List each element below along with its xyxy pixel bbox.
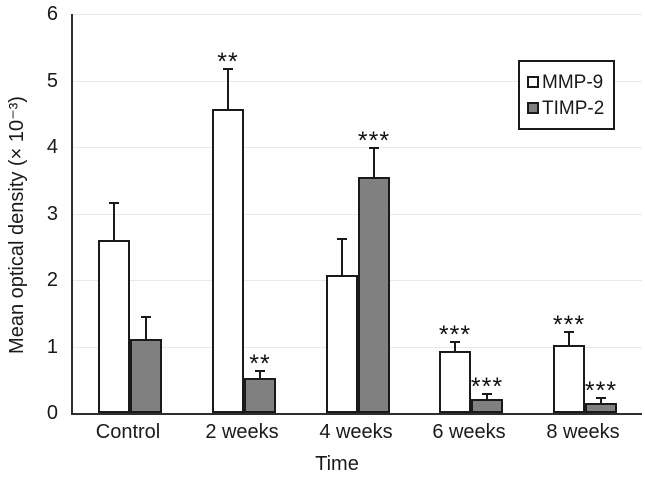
bar-mmp-9-control — [98, 240, 130, 413]
y-tick-label-3: 3 — [46, 203, 58, 225]
plot-area: ** ** *** *** *** *** *** MMP-9 TIMP-2 — [71, 14, 642, 415]
x-tick-label-4-weeks: 4 weeks — [319, 421, 393, 443]
y-tick-label-6: 6 — [46, 3, 58, 25]
gridline-y5 — [73, 81, 642, 82]
error-cap-mmp-9-3 — [337, 238, 347, 240]
error-cap-timp-2-5 — [596, 397, 606, 399]
error-bar-mmp-9-5 — [568, 331, 570, 346]
error-cap-timp-2-2 — [255, 370, 265, 372]
bar-mmp-9-4-weeks — [326, 275, 358, 413]
bar-mmp-9-6-weeks — [439, 351, 471, 413]
x-tick-label-control: Control — [95, 421, 161, 443]
significance-marker-mmp-9-4: *** — [438, 321, 472, 349]
error-cap-timp-2-3 — [369, 147, 379, 149]
error-cap-timp-2-4 — [482, 393, 492, 395]
significance-marker-timp-2-4: *** — [470, 373, 504, 401]
error-bar-timp-2-1 — [145, 316, 147, 339]
legend: MMP-9 TIMP-2 — [518, 60, 615, 130]
error-bar-timp-2-4 — [486, 393, 488, 399]
significance-marker-mmp-9-5: *** — [552, 311, 586, 339]
bar-timp-2-6-weeks — [471, 399, 503, 413]
error-cap-mmp-9-2 — [223, 68, 233, 70]
error-bar-mmp-9-1 — [113, 202, 115, 241]
bar-timp-2-2-weeks — [244, 378, 276, 413]
x-tick-label-2-weeks: 2 weeks — [205, 421, 279, 443]
error-cap-mmp-9-5 — [564, 331, 574, 333]
bar-mmp-9-2-weeks — [212, 109, 244, 413]
gridline-y6 — [73, 14, 642, 15]
y-tick-label-5: 5 — [46, 70, 58, 92]
bar-timp-2-4-weeks — [358, 177, 390, 413]
gridline-y4 — [73, 147, 642, 148]
error-cap-mmp-9-1 — [109, 202, 119, 204]
error-bar-mmp-9-3 — [341, 238, 343, 275]
bar-timp-2-control — [130, 339, 162, 413]
y-tick-label-4: 4 — [46, 136, 58, 158]
error-bar-mmp-9-4 — [454, 341, 456, 351]
legend-label-timp2: TIMP-2 — [542, 97, 605, 119]
error-bar-timp-2-2 — [259, 370, 261, 378]
significance-marker-timp-2-2: ** — [249, 350, 271, 378]
legend-item-timp2: TIMP-2 — [527, 99, 613, 118]
error-cap-timp-2-1 — [141, 316, 151, 318]
x-tick-label-6-weeks: 6 weeks — [432, 421, 506, 443]
legend-swatch-timp2 — [527, 102, 539, 114]
legend-item-mmp9: MMP-9 — [527, 73, 613, 92]
y-tick-label-0: 0 — [46, 402, 58, 424]
significance-marker-timp-2-5: *** — [584, 377, 618, 405]
y-tick-label-1: 1 — [46, 336, 58, 358]
bar-timp-2-8-weeks — [585, 403, 617, 413]
bar-mmp-9-8-weeks — [553, 345, 585, 413]
legend-label-mmp9: MMP-9 — [542, 71, 604, 93]
error-bar-timp-2-3 — [373, 147, 375, 177]
error-bar-timp-2-5 — [600, 397, 602, 403]
x-tick-label-8-weeks: 8 weeks — [546, 421, 620, 443]
y-tick-label-2: 2 — [46, 269, 58, 291]
gridline-y3 — [73, 214, 642, 215]
error-cap-mmp-9-4 — [450, 341, 460, 343]
error-bar-mmp-9-2 — [227, 68, 229, 109]
legend-swatch-mmp9 — [527, 76, 539, 88]
significance-marker-timp-2-3: *** — [357, 127, 391, 155]
significance-marker-mmp-9-2: ** — [217, 48, 239, 76]
x-axis-title: Time — [315, 453, 359, 475]
